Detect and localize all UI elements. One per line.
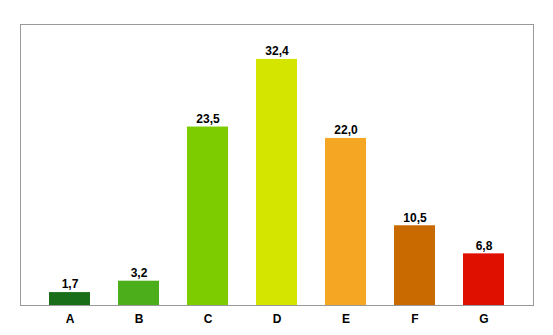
svg-text:F: F — [411, 312, 418, 326]
svg-text:1,7: 1,7 — [62, 277, 79, 291]
svg-text:10,5: 10,5 — [403, 211, 427, 225]
svg-text:23,5: 23,5 — [196, 112, 220, 126]
svg-text:C: C — [204, 312, 213, 326]
svg-text:D: D — [273, 312, 282, 326]
svg-text:E: E — [342, 312, 350, 326]
svg-text:B: B — [135, 312, 144, 326]
svg-text:6,8: 6,8 — [476, 239, 493, 253]
svg-text:A: A — [66, 312, 75, 326]
svg-text:22,0: 22,0 — [334, 123, 358, 137]
svg-text:G: G — [479, 312, 488, 326]
svg-text:32,4: 32,4 — [265, 44, 289, 58]
svg-text:3,2: 3,2 — [131, 266, 148, 280]
